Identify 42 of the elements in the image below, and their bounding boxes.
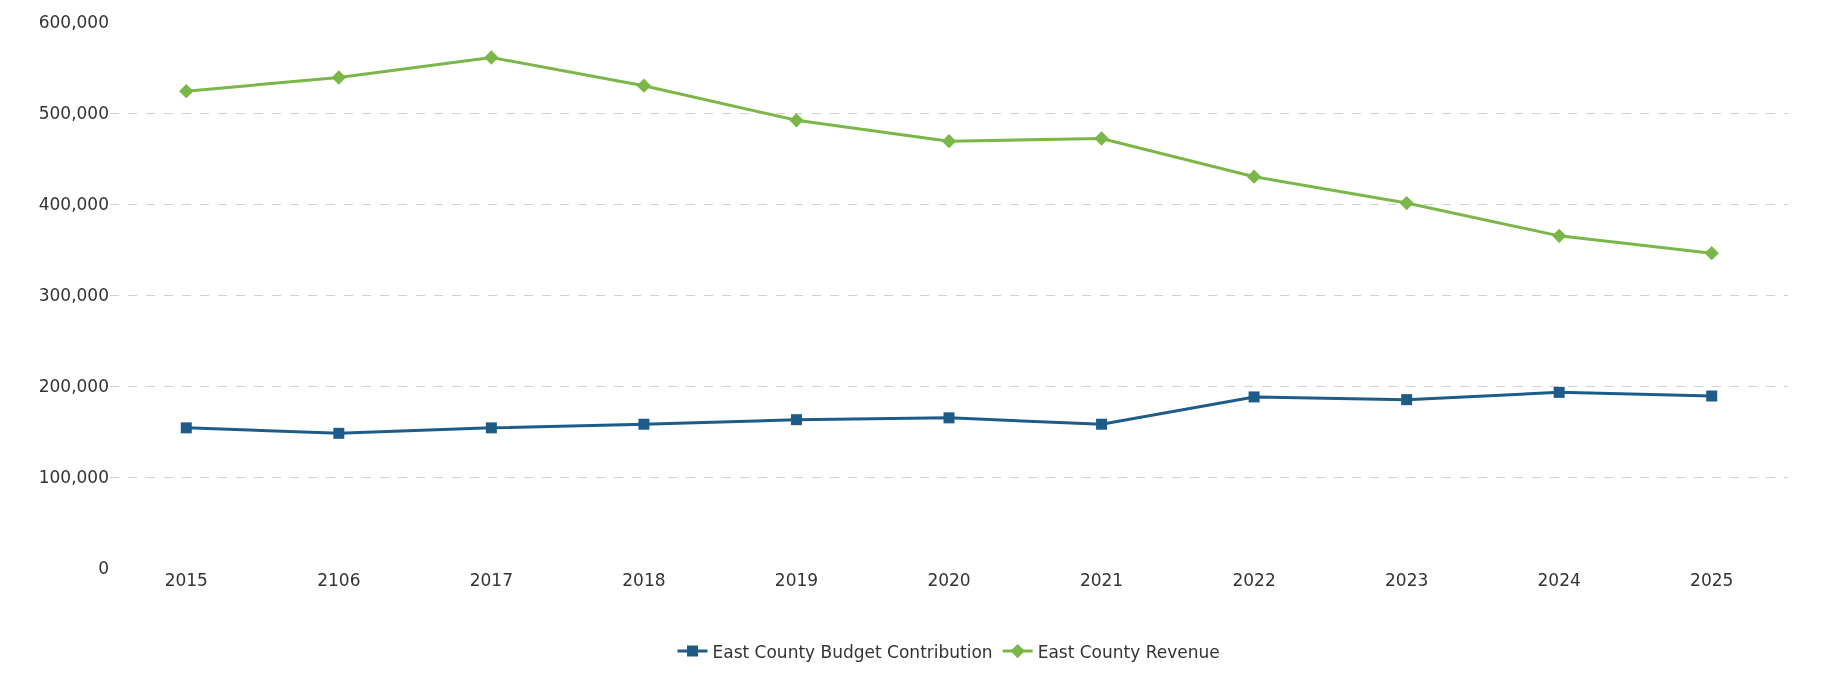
point — [333, 427, 345, 439]
point — [1096, 418, 1108, 430]
x-tick-label: 2024 — [1537, 570, 1581, 590]
x-tick-label: 2025 — [1690, 570, 1734, 590]
y-tick-label: 500,000 — [38, 102, 109, 123]
point — [1094, 131, 1109, 146]
point — [1401, 394, 1413, 406]
x-tick-label: 2015 — [164, 570, 208, 590]
point — [331, 70, 346, 85]
y-tick-label: 600,000 — [38, 11, 109, 32]
point — [1704, 245, 1719, 261]
y-tick-label: 0 — [98, 557, 109, 578]
x-tick-label: 2018 — [622, 570, 666, 590]
y-tick-label: 300,000 — [38, 284, 109, 305]
legend-label: East County Revenue — [1037, 641, 1220, 662]
y-tick-label: 400,000 — [38, 193, 109, 214]
point — [1246, 169, 1262, 184]
point — [1706, 390, 1718, 402]
y-tick-label: 100,000 — [38, 466, 109, 487]
x-tick-label: 2017 — [469, 570, 513, 590]
point — [941, 134, 957, 149]
point — [1553, 386, 1565, 398]
legend-label: East County Budget Contribution — [712, 641, 993, 662]
point — [638, 418, 650, 430]
x-tick-label: 2020 — [927, 570, 971, 590]
x-tick-label: 2021 — [1079, 570, 1124, 590]
point — [485, 422, 497, 434]
y-tick-label: 200,000 — [38, 375, 109, 396]
point — [1248, 391, 1260, 403]
point — [789, 113, 804, 128]
x-tick-label: 2022 — [1232, 570, 1276, 590]
x-tick-label: 2023 — [1385, 570, 1429, 590]
point — [1552, 228, 1567, 243]
point — [1399, 195, 1414, 211]
point — [636, 78, 652, 93]
point — [179, 84, 194, 99]
point — [943, 412, 955, 424]
point — [790, 414, 802, 426]
x-tick-label: 2106 — [317, 570, 361, 590]
point — [484, 50, 499, 65]
point — [180, 422, 192, 434]
x-tick-label: 2019 — [774, 570, 819, 590]
